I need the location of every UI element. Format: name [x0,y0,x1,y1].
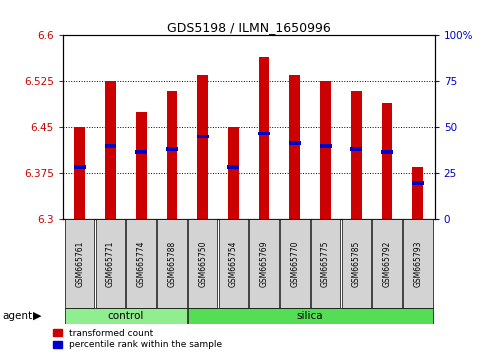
Text: GSM665775: GSM665775 [321,240,330,287]
Bar [382,103,392,219]
FancyBboxPatch shape [341,219,371,308]
Bar [135,150,147,154]
Bar [320,81,331,219]
Text: GSM665754: GSM665754 [229,240,238,287]
Text: GSM665761: GSM665761 [75,240,84,287]
Title: GDS5198 / ILMN_1650996: GDS5198 / ILMN_1650996 [167,21,331,34]
Text: GSM665788: GSM665788 [168,241,176,287]
Bar [228,127,239,219]
Legend: transformed count, percentile rank within the sample: transformed count, percentile rank withi… [53,329,222,349]
Bar [351,91,362,219]
Bar [166,147,178,151]
Bar [412,167,423,219]
Bar [105,81,116,219]
FancyBboxPatch shape [403,219,433,308]
Text: GSM665774: GSM665774 [137,240,146,287]
Text: GSM665750: GSM665750 [198,240,207,287]
Bar [350,147,362,151]
Bar [104,144,116,148]
Bar [412,181,424,184]
FancyBboxPatch shape [219,219,248,308]
FancyBboxPatch shape [157,219,186,308]
Bar [197,75,208,219]
FancyBboxPatch shape [311,219,341,308]
Text: GSM665769: GSM665769 [260,240,269,287]
Bar [320,144,331,148]
Bar [259,57,270,219]
Bar [74,165,85,169]
FancyBboxPatch shape [188,219,217,308]
Text: control: control [108,311,144,321]
FancyBboxPatch shape [280,219,310,308]
Bar [258,132,270,136]
Bar [227,165,239,169]
Bar [289,141,301,145]
Bar [381,150,393,154]
Text: GSM665771: GSM665771 [106,240,115,287]
Text: GSM665785: GSM665785 [352,240,361,287]
Text: agent: agent [2,311,32,321]
Text: GSM665792: GSM665792 [383,240,392,287]
Text: ▶: ▶ [33,311,42,321]
Bar [74,127,85,219]
Bar [289,75,300,219]
Bar [167,91,177,219]
FancyBboxPatch shape [188,308,433,324]
Text: silica: silica [297,311,324,321]
Bar [197,135,209,138]
FancyBboxPatch shape [96,219,125,308]
FancyBboxPatch shape [65,219,95,308]
FancyBboxPatch shape [249,219,279,308]
FancyBboxPatch shape [372,219,402,308]
FancyBboxPatch shape [127,219,156,308]
Text: GSM665770: GSM665770 [290,240,299,287]
Text: GSM665793: GSM665793 [413,240,422,287]
FancyBboxPatch shape [65,308,186,324]
Bar [136,112,146,219]
